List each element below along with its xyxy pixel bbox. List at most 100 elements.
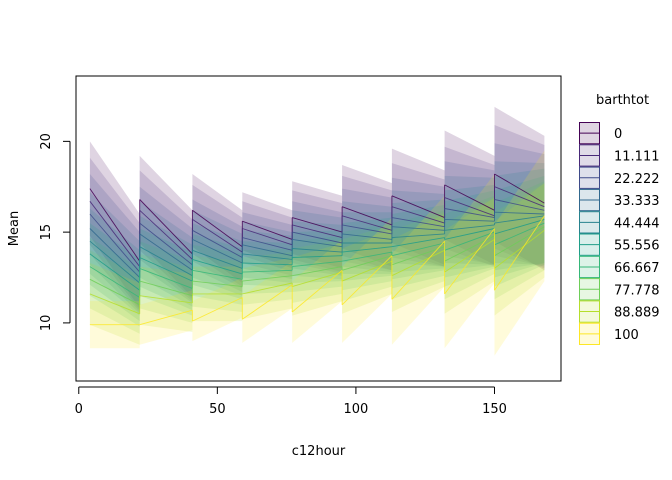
- series-line-77.778-seg-7: [391, 246, 445, 266]
- x-tick-label-50: 50: [209, 402, 226, 417]
- series-line-33.333-seg-1: [89, 228, 141, 278]
- x-tick-label-150: 150: [482, 402, 507, 417]
- series-line-55.556-seg-4: [242, 262, 293, 266]
- series-line-11.111-seg-4: [242, 228, 293, 246]
- series-line-22.222-seg-6: [342, 224, 392, 235]
- series-line-66.667-seg-1: [89, 266, 140, 298]
- series-line-100-seg-8: [444, 228, 495, 295]
- y-tick-label-20: 20: [39, 133, 54, 150]
- series-line-0-seg-5: [292, 217, 343, 233]
- series-line-22.222-seg-9: [494, 199, 545, 211]
- series-line-44.444-seg-1: [89, 240, 140, 284]
- x-axis-label: c12hour: [292, 444, 346, 459]
- series-lines: [89, 173, 545, 326]
- legend-title: barthtot: [596, 93, 649, 108]
- series-line-66.667-seg-6: [342, 251, 392, 262]
- y-axis-label: Mean: [7, 211, 22, 246]
- series-line-66.667-seg-7: [391, 242, 445, 257]
- series-line-66.667-seg-4: [242, 269, 293, 273]
- series-line-88.889-seg-6: [341, 260, 393, 282]
- series-line-55.556-seg-1: [89, 253, 140, 291]
- series-line-0-seg-2: [139, 199, 193, 255]
- series-line-66.667-seg-8: [444, 231, 495, 251]
- series-line-100-seg-4: [242, 284, 293, 320]
- series-line-77.778-seg-1: [89, 278, 140, 306]
- series-line-100-seg-6: [341, 255, 393, 306]
- series-line-22.222-seg-7: [391, 217, 445, 228]
- legend-label-44.444: 44.444: [614, 216, 660, 231]
- series-line-55.556-seg-8: [444, 228, 495, 240]
- series-line-33.333-seg-3: [192, 238, 243, 264]
- series-line-100-seg-5: [291, 269, 343, 313]
- series-line-44.444-seg-2: [139, 246, 193, 277]
- x-axis: 0 50 100 150: [75, 386, 507, 417]
- series-line-33.333-seg-5: [292, 238, 343, 248]
- x-tick-label-100: 100: [344, 402, 369, 417]
- series-line-11.111-seg-9: [494, 186, 545, 208]
- series-line-0-seg-8: [444, 184, 495, 211]
- series-line-88.889-seg-2: [139, 295, 193, 304]
- series-line-88.889-seg-1: [89, 293, 140, 315]
- series-line-88.889-seg-9: [494, 229, 545, 269]
- series-line-11.111-seg-5: [292, 224, 343, 239]
- series-line-55.556-seg-7: [391, 237, 445, 248]
- series-line-66.667-seg-3: [192, 269, 243, 280]
- series-line-0-seg-6: [341, 206, 393, 226]
- series-line-11.111-seg-2: [139, 209, 193, 260]
- series-line-22.222-seg-1: [89, 213, 141, 273]
- series-line-33.333-seg-7: [391, 226, 445, 231]
- series-line-0-seg-1: [89, 188, 141, 262]
- legend-label-0: 0: [614, 127, 622, 142]
- series-line-33.333-seg-2: [139, 233, 193, 271]
- series-line-44.444-seg-4: [242, 253, 293, 260]
- series-line-55.556-seg-6: [342, 246, 392, 253]
- series-line-33.333-seg-6: [342, 233, 392, 240]
- series-line-11.111-seg-1: [89, 201, 141, 267]
- series-line-44.444-seg-9: [494, 215, 545, 224]
- series-line-66.667-seg-5: [292, 260, 343, 268]
- series-line-55.556-seg-9: [494, 218, 545, 235]
- series-line-22.222-seg-4: [242, 237, 293, 251]
- series-line-0-seg-4: [242, 220, 293, 240]
- series-line-55.556-seg-3: [192, 258, 243, 275]
- legend: barthtot 0 11.111 22.222 33.333 44.444 55.556…: [579, 93, 660, 346]
- legend-label-66.667: 66.667: [614, 261, 660, 276]
- legend-label-33.333: 33.333: [614, 194, 660, 209]
- series-line-0-seg-9: [494, 173, 545, 204]
- series-line-11.111-seg-7: [391, 206, 445, 224]
- series-line-22.222-seg-5: [292, 231, 343, 244]
- series-line-77.778-seg-2: [139, 280, 193, 297]
- series-line-66.667-seg-2: [139, 267, 193, 289]
- series-line-100-seg-9: [494, 215, 545, 291]
- series-line-100-seg-7: [391, 240, 445, 300]
- x-tick-label-0: 0: [75, 402, 83, 417]
- series-line-44.444-seg-8: [444, 224, 495, 231]
- series-line-77.778-seg-4: [242, 275, 293, 282]
- series-line-33.333-seg-8: [444, 218, 495, 222]
- series-line-77.778-seg-3: [192, 280, 243, 288]
- plot-area-frame: [75, 75, 562, 382]
- legend-label-55.556: 55.556: [614, 239, 660, 254]
- series-line-88.889-seg-7: [391, 249, 445, 277]
- legend-label-100: 100: [614, 328, 639, 343]
- y-tick-label-15: 15: [39, 224, 54, 241]
- y-axis: 10 15 20: [39, 133, 71, 332]
- y-tick-label-10: 10: [39, 315, 54, 332]
- series-line-22.222-seg-2: [139, 222, 193, 266]
- series-line-77.778-seg-9: [494, 226, 545, 257]
- series-line-11.111-seg-6: [341, 215, 393, 231]
- legend-label-11.111: 11.111: [614, 149, 660, 164]
- series-line-55.556-seg-2: [139, 257, 193, 282]
- series-line-11.111-seg-8: [444, 197, 495, 217]
- series-line-77.778-seg-5: [292, 266, 343, 277]
- series-line-100-seg-3: [192, 297, 243, 322]
- series-line-0-seg-7: [391, 195, 445, 219]
- series-line-66.667-seg-9: [494, 222, 545, 246]
- series-line-55.556-seg-5: [292, 255, 343, 258]
- series-line-88.889-seg-5: [292, 271, 343, 288]
- series-line-88.889-seg-8: [444, 239, 495, 273]
- series-line-44.444-seg-5: [292, 248, 343, 253]
- legend-label-77.778: 77.778: [614, 283, 660, 298]
- series-line-22.222-seg-3: [192, 229, 243, 258]
